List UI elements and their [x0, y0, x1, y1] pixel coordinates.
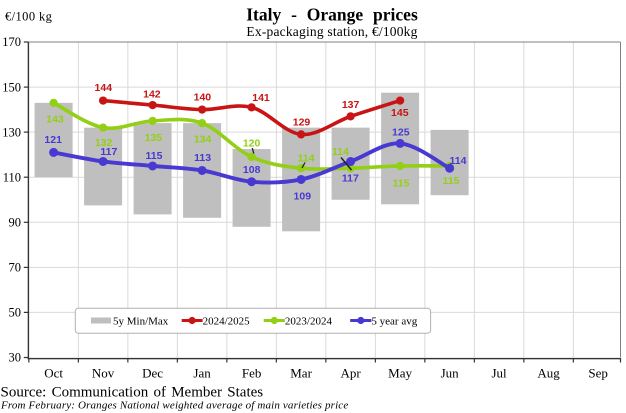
svg-text:117: 117: [342, 173, 359, 185]
svg-text:132: 132: [95, 137, 113, 149]
svg-text:115: 115: [146, 150, 163, 162]
svg-text:115: 115: [393, 177, 410, 189]
svg-text:Nov: Nov: [92, 366, 115, 381]
svg-text:114: 114: [450, 155, 467, 167]
svg-text:5y Min/Max: 5y Min/Max: [113, 316, 169, 328]
svg-text:Jan: Jan: [193, 366, 211, 381]
svg-text:Aug: Aug: [537, 366, 560, 381]
svg-text:Apr: Apr: [340, 366, 361, 381]
svg-text:121: 121: [44, 134, 62, 146]
svg-text:141: 141: [252, 92, 270, 104]
svg-text:140: 140: [194, 92, 212, 104]
svg-text:€/100 kg: €/100 kg: [5, 10, 53, 24]
svg-text:130: 130: [2, 125, 21, 139]
svg-text:144: 144: [95, 82, 113, 94]
svg-text:129: 129: [293, 116, 311, 128]
svg-text:170: 170: [2, 35, 21, 49]
svg-text:117: 117: [100, 146, 117, 158]
svg-text:114: 114: [332, 146, 349, 158]
svg-text:150: 150: [2, 80, 21, 94]
svg-text:90: 90: [9, 216, 22, 230]
svg-text:142: 142: [143, 89, 161, 101]
svg-text:Italy - Orange prices: Italy - Orange prices: [246, 5, 418, 25]
svg-text:From February: Oranges Nationa: From February: Oranges National weighted…: [0, 400, 348, 412]
svg-text:115: 115: [443, 175, 460, 187]
svg-text:125: 125: [392, 127, 410, 139]
svg-text:143: 143: [46, 113, 64, 125]
svg-text:Oct: Oct: [44, 366, 63, 381]
svg-text:Feb: Feb: [242, 366, 262, 381]
svg-text:114: 114: [298, 153, 315, 165]
svg-text:5 year avg: 5 year avg: [371, 316, 417, 328]
svg-text:145: 145: [391, 107, 409, 119]
svg-text:Jul: Jul: [492, 366, 508, 381]
svg-text:137: 137: [342, 99, 360, 111]
svg-text:50: 50: [9, 306, 22, 320]
svg-text:2023/2024: 2023/2024: [285, 316, 333, 328]
svg-text:120: 120: [243, 137, 261, 149]
svg-text:109: 109: [294, 190, 312, 202]
svg-text:May: May: [388, 366, 412, 381]
svg-text:Source: Communication of Membe: Source: Communication of Member States: [1, 385, 264, 401]
svg-text:Sep: Sep: [588, 366, 608, 381]
svg-text:135: 135: [145, 132, 163, 144]
svg-text:Mar: Mar: [290, 366, 312, 381]
svg-text:113: 113: [194, 152, 211, 164]
svg-text:2024/2025: 2024/2025: [203, 316, 251, 328]
svg-text:30: 30: [9, 351, 22, 365]
svg-text:134: 134: [194, 133, 212, 145]
svg-text:110: 110: [3, 170, 21, 184]
svg-text:Ex-packaging station, €/100kg: Ex-packaging station, €/100kg: [246, 24, 417, 39]
svg-text:Jun: Jun: [441, 366, 460, 381]
svg-text:70: 70: [9, 261, 22, 275]
svg-text:108: 108: [243, 164, 261, 176]
svg-text:Dec: Dec: [142, 366, 163, 381]
